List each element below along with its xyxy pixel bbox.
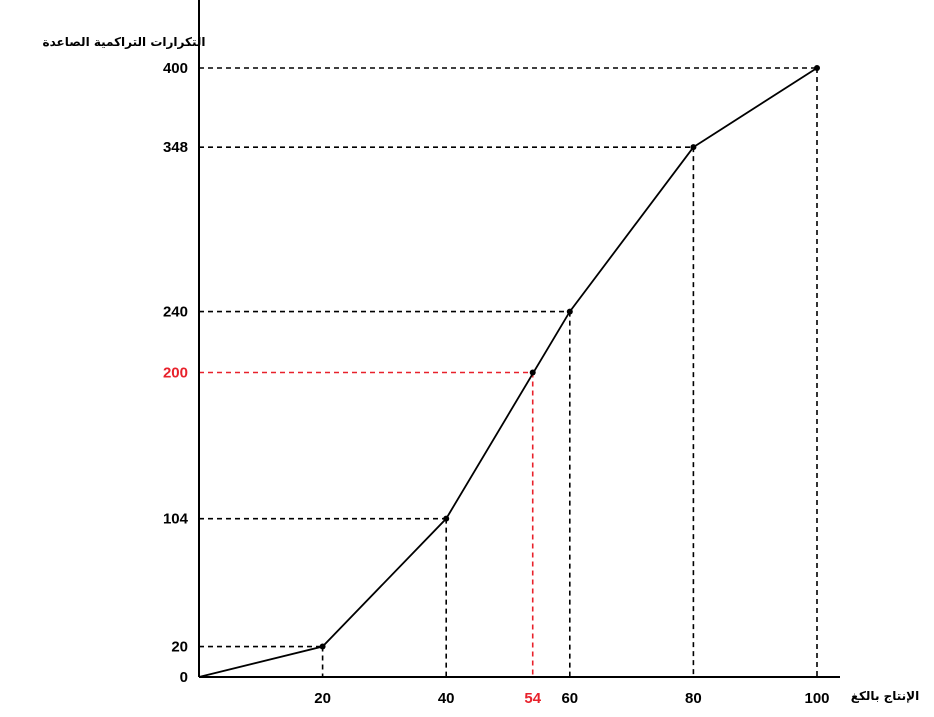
x-tick-label-60: 60 [561, 690, 578, 707]
y-tick-label-0: 0 [180, 669, 188, 686]
highlight-y-label: 200 [163, 365, 188, 382]
data-point-80 [690, 144, 697, 151]
y-tick-label-104: 104 [163, 511, 189, 528]
x-tick-label-100: 100 [804, 690, 829, 707]
y-tick-label-20: 20 [171, 639, 188, 656]
x-tick-label-20: 20 [314, 690, 331, 707]
data-point-60 [566, 308, 573, 315]
data-point-40 [443, 515, 450, 522]
guide-lines [199, 67, 818, 677]
y-tick-label-240: 240 [163, 304, 188, 321]
x-axis-label: الإنتاج بالكغ [851, 689, 919, 703]
y-axis-label: التكرارات التراكمية الصاعدة [43, 35, 206, 49]
y-tick-label-348: 348 [163, 139, 188, 156]
x-tick-label-80: 80 [685, 690, 702, 707]
data-point-20 [319, 643, 326, 650]
x-tick-label-40: 40 [438, 690, 455, 707]
y-tick-label-400: 400 [163, 60, 188, 77]
highlight-x-label: 54 [524, 690, 541, 707]
axes [198, 0, 840, 678]
series-group [198, 65, 820, 678]
series-line [198, 67, 818, 678]
tick-labels: 54 200 20 40 60 80 100 0 20 104 240 348 400 [163, 60, 830, 707]
data-point-100 [814, 65, 820, 71]
